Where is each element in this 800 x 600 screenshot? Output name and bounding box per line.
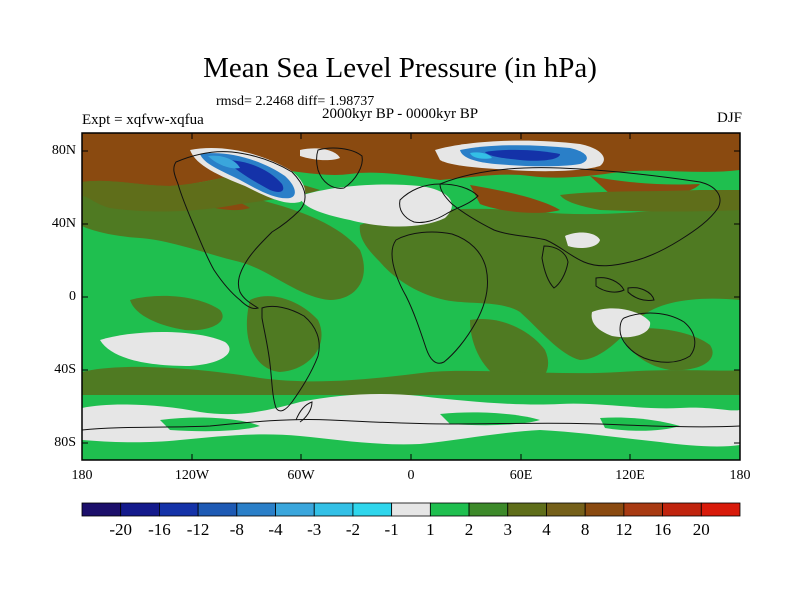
lat-label-40s: 40S xyxy=(54,362,76,377)
colorbar-swatch-15 xyxy=(662,502,702,517)
colorbar-swatch-13 xyxy=(584,502,625,517)
colorbar-label-10: 3 xyxy=(503,520,513,539)
colorbar-label-8: 1 xyxy=(426,520,435,539)
colorbar-label-7: -1 xyxy=(384,520,399,539)
lon-label-120w: 120W xyxy=(174,468,210,483)
colorbar-swatch-6 xyxy=(313,502,354,517)
colorbar-label-2: -12 xyxy=(186,520,210,539)
field-near-zero-arctic xyxy=(300,148,340,161)
colorbar-swatch-1 xyxy=(120,502,160,517)
colorbar-label-5: -3 xyxy=(307,520,322,539)
colorbar-label-4: -4 xyxy=(268,520,283,539)
colorbar-swatch-12 xyxy=(546,502,586,517)
colorbar-swatch-10 xyxy=(468,502,509,517)
lat-label-80s: 80S xyxy=(54,435,76,450)
colorbar-label-1: -16 xyxy=(148,520,171,539)
field-south-streaks xyxy=(160,412,680,432)
colorbar-swatch-4 xyxy=(236,502,276,517)
lon-label-60w: 60W xyxy=(287,468,315,483)
coastlines xyxy=(82,147,740,431)
lon-label-180w: 180 xyxy=(71,468,93,483)
lon-label-0: 0 xyxy=(407,468,415,483)
colorbar-swatch-3 xyxy=(197,502,238,517)
season-label: DJF xyxy=(716,110,742,126)
colorbar-label-0: -20 xyxy=(109,520,133,539)
axis-ticks xyxy=(81,133,741,460)
field-negative-eurasia xyxy=(435,140,604,172)
colorbar-label-6: -2 xyxy=(345,520,361,539)
colorbar-label-13: 12 xyxy=(615,520,633,539)
colorbar-label-11: 4 xyxy=(542,520,551,539)
colorbar-swatch-11 xyxy=(507,502,547,517)
colorbar-label-9: 2 xyxy=(464,520,474,539)
lat-label-0: 0 xyxy=(69,289,76,304)
lat-label-80n: 80N xyxy=(51,143,76,158)
colorbar-swatch-5 xyxy=(275,502,315,517)
contour-field xyxy=(82,133,740,460)
colorbar-swatch-7 xyxy=(352,502,393,517)
lon-label-180e: 180 xyxy=(729,468,751,483)
colorbar-swatch-9 xyxy=(429,502,470,517)
field-near-zero xyxy=(82,184,740,447)
plot-title: Mean Sea Level Pressure (in hPa) xyxy=(203,52,597,84)
colorbar-swatch-0 xyxy=(81,502,122,517)
colorbar-label-15: 20 xyxy=(692,520,710,539)
lat-label-40n: 40N xyxy=(51,216,76,231)
colorbar-label-14: 16 xyxy=(654,520,672,539)
field-negative-namerica xyxy=(190,148,306,203)
lon-label-60e: 60E xyxy=(509,468,533,483)
lon-label-120e: 120E xyxy=(615,468,645,483)
colorbar-label-12: 8 xyxy=(580,520,590,539)
colorbar-swatch-14 xyxy=(623,502,663,517)
colorbar-swatch-16 xyxy=(700,502,741,517)
rmsd-diff-stats: rmsd= 2.2468 diff= 1.98737 xyxy=(216,94,375,109)
colorbar-label-3: -8 xyxy=(229,520,244,539)
period-label: 2000kyr BP - 0000kyr BP xyxy=(322,106,479,122)
colorbar-swatch-8 xyxy=(391,502,431,517)
experiment-label: Expt = xqfvw-xqfua xyxy=(82,112,204,128)
colorbar-swatch-2 xyxy=(159,502,199,517)
colorbar xyxy=(81,502,741,517)
